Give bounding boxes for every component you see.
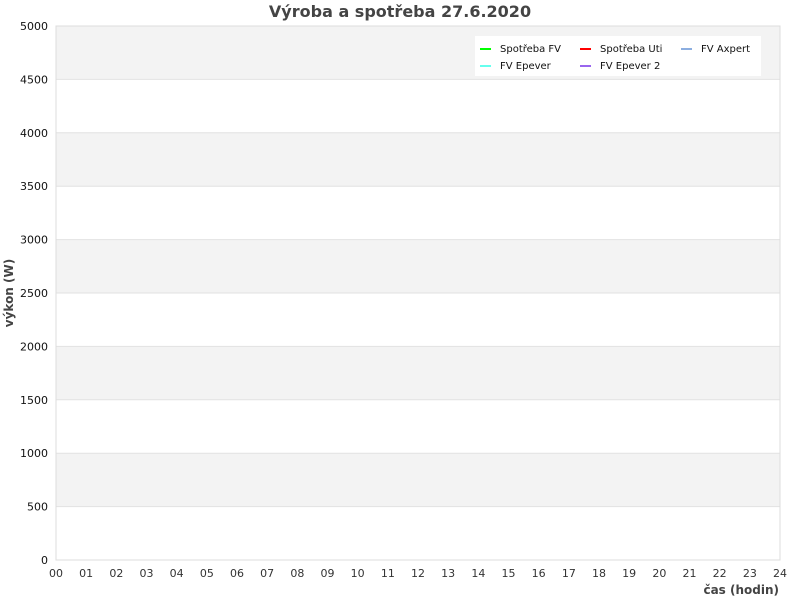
x-tick-label: 04: [170, 567, 184, 580]
legend-entry[interactable]: Spotřeba Uti: [600, 43, 662, 55]
y-tick-label: 4000: [20, 127, 48, 140]
x-tick-label: 21: [683, 567, 697, 580]
x-tick-label: 14: [471, 567, 485, 580]
x-tick-label: 03: [140, 567, 154, 580]
legend-entry[interactable]: FV Epever 2: [600, 61, 660, 72]
y-tick-label: 1000: [20, 447, 48, 460]
x-tick-label: 23: [743, 567, 757, 580]
x-tick-label: 00: [49, 567, 63, 580]
x-tick-label: 18: [592, 567, 606, 580]
legend-entry[interactable]: FV Epever: [500, 61, 552, 72]
plot-area: [55, 25, 781, 561]
x-tick-label: 15: [502, 567, 516, 580]
y-tick-label: 2000: [20, 340, 48, 353]
x-axis-label: čas (hodin): [703, 583, 779, 597]
legend-entry[interactable]: FV Axpert: [701, 44, 750, 55]
grid-band: [56, 293, 780, 347]
x-tick-label: 07: [260, 567, 274, 580]
x-tick-label: 12: [411, 567, 425, 580]
x-tick-label: 09: [321, 567, 335, 580]
x-tick-label: 01: [79, 567, 93, 580]
y-axis-label: výkon (W): [2, 259, 16, 327]
grid-band: [56, 186, 780, 240]
x-tick-label: 10: [351, 567, 365, 580]
x-tick-label: 11: [381, 567, 395, 580]
y-tick-label: 1500: [20, 394, 48, 407]
chart-title: Výroba a spotřeba 27.6.2020: [269, 2, 531, 21]
x-tick-label: 06: [230, 567, 244, 580]
grid-band: [56, 399, 780, 454]
grid-band: [56, 239, 780, 293]
x-tick-label: 02: [109, 567, 123, 580]
y-tick-label: 0: [41, 554, 48, 567]
x-tick-label: 17: [562, 567, 576, 580]
x-tick-label: 05: [200, 567, 214, 580]
y-tick-label: 5000: [20, 20, 48, 33]
x-tick-label: 16: [532, 567, 546, 580]
y-tick-label: 500: [27, 501, 48, 514]
legend: Spotřeba FV Spotřeba Uti FV Axpert FV Epeve…: [475, 36, 761, 76]
y-tick-label: 3000: [20, 234, 48, 247]
x-tick-label: 22: [713, 567, 727, 580]
x-tick-label: 08: [290, 567, 304, 580]
x-tick-label: 19: [622, 567, 636, 580]
y-tick-label: 2500: [20, 287, 48, 300]
y-tick-label: 4500: [20, 73, 48, 86]
grid-band: [56, 79, 780, 133]
grid-band: [56, 453, 780, 507]
grid-band: [56, 346, 780, 400]
y-tick-label: 3500: [20, 180, 48, 193]
x-tick-label: 24: [773, 567, 787, 580]
grid-band: [56, 132, 780, 187]
x-tick-label: 20: [652, 567, 666, 580]
legend-entry[interactable]: Spotřeba FV: [500, 43, 561, 55]
grid-band: [56, 506, 780, 560]
x-tick-label: 13: [441, 567, 455, 580]
